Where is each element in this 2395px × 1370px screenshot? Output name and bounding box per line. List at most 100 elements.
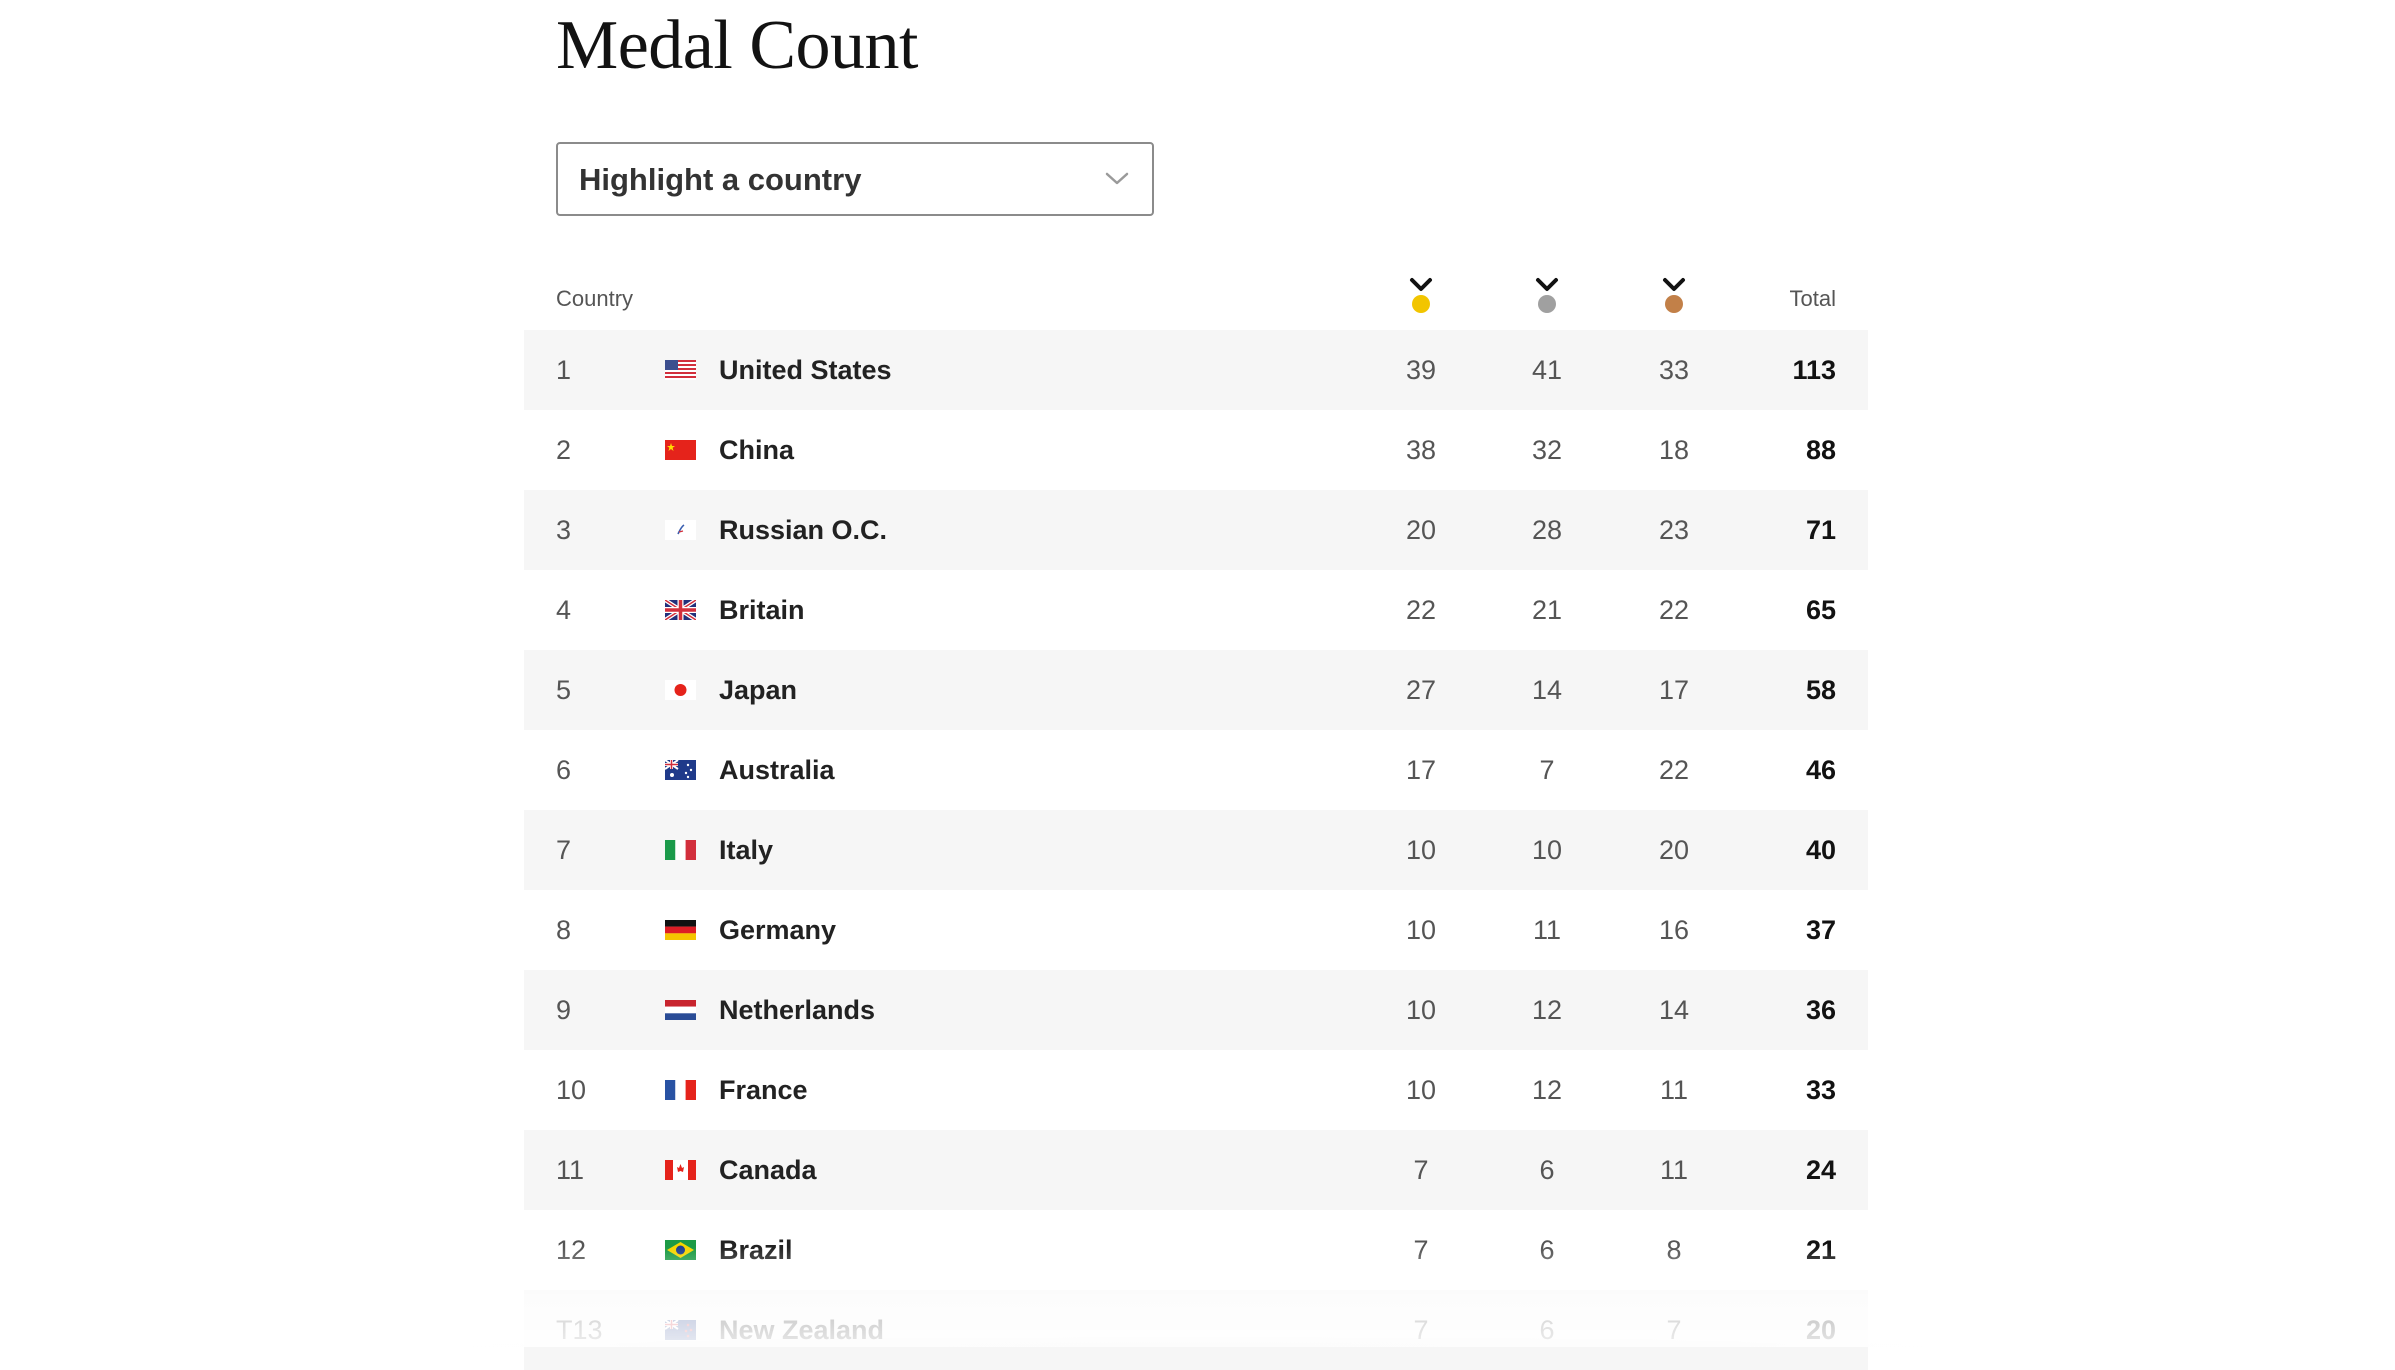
gold-medal-icon[interactable] [1409, 276, 1433, 316]
flag-gb-icon [665, 600, 696, 620]
bronze-count: 18 [1658, 435, 1690, 465]
silver-count: 12 [1531, 1075, 1563, 1105]
rank-cell: 3 [556, 515, 572, 545]
bronze-medal-icon[interactable] [1662, 276, 1686, 316]
gold-count: 17 [1405, 755, 1437, 785]
bronze-count: 11 [1659, 1155, 1689, 1185]
bronze-count: 7 [1666, 1315, 1682, 1345]
total-column-header[interactable]: Total [1789, 286, 1836, 311]
bronze-count: 33 [1658, 355, 1690, 385]
rank-cell: 2 [556, 435, 572, 465]
silver-medal-icon[interactable] [1535, 276, 1559, 316]
country-name[interactable]: Australia [719, 755, 835, 785]
total-count: 24 [1805, 1155, 1836, 1185]
country-name[interactable]: Netherlands [719, 995, 876, 1025]
total-count: 71 [1805, 515, 1836, 545]
silver-count: 7 [1539, 755, 1555, 785]
total-count: 88 [1805, 435, 1836, 465]
total-count: 21 [1805, 1235, 1836, 1265]
bronze-count: 22 [1658, 755, 1690, 785]
silver-count: 6 [1539, 1315, 1555, 1345]
flag-fr-icon [665, 1080, 696, 1100]
table-row[interactable]: 5 Japan 27 14 17 58 [524, 650, 1868, 730]
rank-cell: T13 [556, 1315, 603, 1345]
highlight-country-label: Highlight a country [579, 162, 862, 197]
country-name[interactable]: Germany [719, 915, 837, 945]
silver-count: 11 [1532, 915, 1562, 945]
gold-count: 27 [1405, 675, 1437, 705]
rank-cell: 9 [556, 995, 572, 1025]
bronze-count: 11 [1659, 1075, 1689, 1105]
table-row[interactable]: 6 Australia 17 7 22 46 [524, 730, 1868, 810]
silver-count: 14 [1531, 675, 1563, 705]
total-count: 65 [1805, 595, 1836, 625]
country-column-header[interactable]: Country [556, 286, 634, 311]
chevron-down-icon [1105, 172, 1129, 185]
rank-cell: 8 [556, 915, 572, 945]
silver-count: 6 [1539, 1155, 1555, 1185]
total-count: 33 [1805, 1075, 1836, 1105]
flag-us-icon [665, 360, 696, 380]
table-row[interactable]: 10 France 10 12 11 33 [524, 1050, 1868, 1130]
country-name[interactable]: Italy [719, 835, 774, 865]
table-row[interactable]: 3 Russian O.C. 20 28 23 71 [524, 490, 1868, 570]
flag-ca-icon [665, 1160, 696, 1180]
table-row[interactable]: 9 Netherlands 10 12 14 36 [524, 970, 1868, 1050]
country-name[interactable]: Japan [719, 675, 798, 705]
flag-roc-icon [665, 520, 696, 540]
table-row[interactable]: 1 United States 39 41 33 113 [524, 330, 1868, 410]
bronze-count: 8 [1666, 1235, 1682, 1265]
silver-count: 41 [1531, 355, 1563, 385]
table-row[interactable]: 11 Canada 7 6 11 24 [524, 1130, 1868, 1210]
total-count: 40 [1805, 835, 1836, 865]
gold-count: 22 [1405, 595, 1437, 625]
table-row[interactable]: 12 Brazil 7 6 8 21 [524, 1210, 1868, 1290]
flag-de-icon [665, 920, 696, 940]
table-row[interactable]: 4 Britain 22 21 22 65 [524, 570, 1868, 650]
silver-count: 12 [1531, 995, 1563, 1025]
country-name[interactable]: Britain [719, 595, 805, 625]
rank-cell: 1 [556, 355, 572, 385]
page-title: Medal Count [556, 7, 918, 84]
table-body: 1 United States 39 41 33 113 2 China 38 32 18 88 3 Ru… [524, 330, 1868, 1370]
highlight-country-select[interactable]: Highlight a country [556, 142, 1154, 216]
flag-nl-icon [665, 1000, 696, 1020]
table-row[interactable]: 2 China 38 32 18 88 [524, 410, 1868, 490]
bronze-count: 20 [1658, 835, 1690, 865]
gold-count: 20 [1405, 515, 1437, 545]
country-name[interactable]: Brazil [719, 1235, 793, 1265]
table-header: Country Total [524, 264, 1868, 330]
total-count: 37 [1805, 915, 1836, 945]
country-name[interactable]: China [719, 435, 795, 465]
rank-cell: 11 [556, 1155, 585, 1185]
country-name[interactable]: Russian O.C. [719, 515, 888, 545]
table-row[interactable]: 8 Germany 10 11 16 37 [524, 890, 1868, 970]
table-row[interactable]: T13 New Zealand 7 6 7 20 [524, 1290, 1868, 1370]
silver-count: 28 [1531, 515, 1563, 545]
country-name[interactable]: United States [719, 355, 892, 385]
flag-au-icon [665, 760, 696, 780]
table-row[interactable]: 7 Italy 10 10 20 40 [524, 810, 1868, 890]
country-name[interactable]: Canada [719, 1155, 817, 1185]
total-count: 113 [1792, 355, 1836, 385]
country-name[interactable]: France [719, 1075, 808, 1105]
flag-it-icon [665, 840, 696, 860]
gold-count: 10 [1405, 835, 1437, 865]
total-count: 46 [1805, 755, 1836, 785]
country-name[interactable]: New Zealand [719, 1315, 885, 1345]
bronze-count: 16 [1658, 915, 1690, 945]
total-count: 36 [1805, 995, 1836, 1025]
total-count: 58 [1805, 675, 1836, 705]
silver-count: 32 [1531, 435, 1563, 465]
rank-cell: 5 [556, 675, 572, 705]
flag-jp-icon [665, 680, 696, 700]
gold-count: 10 [1405, 995, 1437, 1025]
silver-count: 6 [1539, 1235, 1555, 1265]
silver-count: 10 [1531, 835, 1563, 865]
total-count: 20 [1805, 1315, 1836, 1345]
bronze-count: 22 [1658, 595, 1690, 625]
gold-count: 10 [1405, 1075, 1437, 1105]
scroll-shadow [360, 1336, 2035, 1347]
medal-table: Country Total 1 United States 39 41 33 113 2 Ch… [524, 264, 1868, 1370]
gold-count: 38 [1405, 435, 1437, 465]
